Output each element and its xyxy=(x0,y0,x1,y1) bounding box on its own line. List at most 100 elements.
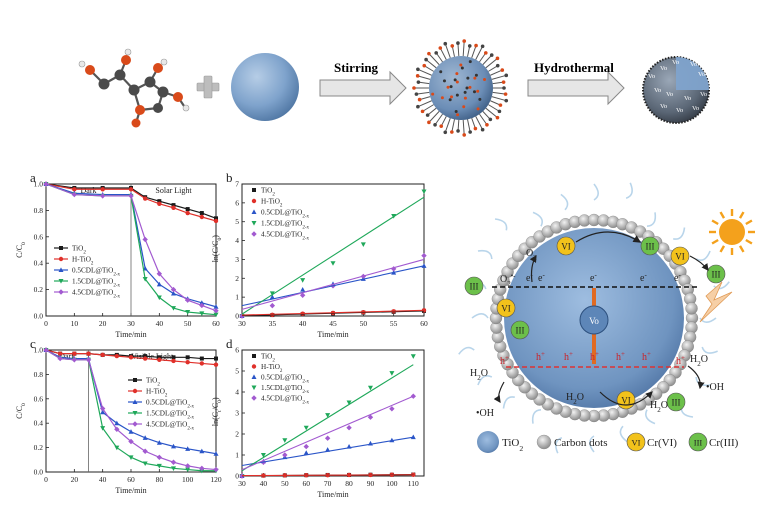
surface-atom xyxy=(468,85,472,89)
data-point xyxy=(390,266,397,272)
ligand-stick xyxy=(485,107,498,119)
subscript: 2 xyxy=(573,398,577,406)
y-tick-label: 0.4 xyxy=(34,419,44,428)
hole-label: h+ xyxy=(676,354,685,367)
oh-arrow xyxy=(687,365,705,390)
x-tick-label: 80 xyxy=(345,479,353,488)
subscript: 2 xyxy=(157,381,160,387)
text-span: H xyxy=(690,354,697,365)
data-point xyxy=(171,358,176,364)
subscript: 2-x xyxy=(113,282,120,288)
subscript: 2-x xyxy=(302,235,309,241)
x-tick-label: 30 xyxy=(238,479,246,488)
fit-line xyxy=(241,474,414,477)
text-span: H-TiO xyxy=(261,198,280,206)
badge-circle xyxy=(510,320,530,340)
y-tick-label: 0.4 xyxy=(34,259,44,268)
text-span: ) xyxy=(211,235,220,238)
cr3-badge: III xyxy=(510,320,530,340)
splash-stroke xyxy=(673,227,686,240)
oxidation-arrow xyxy=(599,391,653,406)
legend-entry: 1.5CDL@TiO2-x xyxy=(128,410,195,420)
data-point xyxy=(170,286,177,293)
splash-stroke xyxy=(477,249,493,260)
badge-circle xyxy=(496,298,516,318)
sun-ray xyxy=(738,211,745,219)
text-span: 4.5CDL@TiO xyxy=(261,395,302,403)
subscript: 2 xyxy=(91,260,94,266)
subscript: 2-x xyxy=(187,403,194,409)
text-span: h xyxy=(500,356,505,367)
y-axis-label: C/C0 xyxy=(15,403,27,419)
ligand-atom xyxy=(480,127,485,132)
surface-atom xyxy=(473,76,477,80)
tio2-sphere xyxy=(231,53,299,121)
ligand-stick xyxy=(471,45,477,59)
x-tick-label: 20 xyxy=(71,475,79,484)
legend: TiO2H-TiO20.5CDL@TiO2-x1.5CDL@TiO2-x4.5C… xyxy=(251,353,310,405)
y-tick-label: 3 xyxy=(235,255,239,264)
surface-atom xyxy=(453,78,457,82)
badge-circle xyxy=(556,236,576,256)
data-point xyxy=(185,446,191,451)
superscript: + xyxy=(569,350,573,358)
series-line xyxy=(45,183,217,219)
data-point xyxy=(303,443,309,450)
legend-label: 4.5CDL@TiO2-x xyxy=(72,289,121,300)
badge-text: III xyxy=(712,270,721,280)
text-span: h xyxy=(536,352,541,363)
y-tick-label: 2 xyxy=(235,274,239,283)
badge-text: III xyxy=(646,242,655,252)
x-tick-label: 30 xyxy=(238,319,246,328)
text-span: h xyxy=(616,352,621,363)
legend-entry: 0.5CDL@TiO2-x xyxy=(251,374,310,384)
legend-label: TiO2 xyxy=(261,187,275,198)
legend-label: H-TiO2 xyxy=(72,256,94,267)
x-tick-label: 55 xyxy=(390,319,398,328)
data-point xyxy=(360,242,366,247)
text-span: e xyxy=(538,273,543,284)
data-point xyxy=(282,438,288,443)
ligand-stick xyxy=(416,91,430,95)
text-span: H-TiO xyxy=(146,388,165,396)
legend-marker xyxy=(251,198,257,204)
text-span: e xyxy=(526,273,531,284)
data-point xyxy=(143,354,148,359)
data-point xyxy=(410,354,416,359)
data-point xyxy=(142,356,148,361)
text-span: 4.5CDL@TiO xyxy=(72,289,113,297)
series-line xyxy=(45,349,217,471)
subscript: 2 xyxy=(83,249,86,255)
ligand-atom xyxy=(434,51,439,55)
ligand-stick xyxy=(482,111,491,120)
data-point xyxy=(157,199,162,204)
y-tick-label: 6 xyxy=(235,346,239,355)
legend-marker xyxy=(251,374,257,379)
data-point xyxy=(142,277,148,282)
text-span: 0.5CDL@TiO xyxy=(146,399,187,407)
sun-ray xyxy=(711,238,719,245)
data-point xyxy=(156,271,163,277)
y-axis-label: -ln(Ct/C0) xyxy=(211,397,223,429)
subscript: 0 xyxy=(21,403,27,406)
chart-panel-a: 0 10 20 30 40 50 600.00.20.40.60.81.0aTime/min… xyxy=(15,170,220,339)
superscript: + xyxy=(681,354,685,362)
y-tick-label: 6 xyxy=(235,198,239,207)
legend-marker xyxy=(251,385,257,391)
x-tick-label: 40 xyxy=(156,319,164,328)
coated-sphere xyxy=(412,39,509,137)
cr3-badge: III xyxy=(464,276,484,296)
hole-label: h+ xyxy=(536,350,545,363)
legend-label: 1.5CDL@TiO2-x xyxy=(261,220,310,231)
text-span: 0.5CDL@TiO xyxy=(261,374,302,382)
data-point xyxy=(199,300,205,305)
surface-atom xyxy=(455,80,459,84)
ligand-stick xyxy=(435,52,443,63)
y-tick-label: 0.6 xyxy=(34,232,44,241)
legend-entry: 4.5CDL@TiO2-x xyxy=(54,289,121,300)
legend-entry: 0.5CDL@TiO2-x xyxy=(54,267,121,277)
y-tick-label: 1.0 xyxy=(34,180,44,189)
ligand-stick xyxy=(485,57,498,69)
ligand-stick xyxy=(428,111,440,123)
data-point xyxy=(156,440,162,445)
